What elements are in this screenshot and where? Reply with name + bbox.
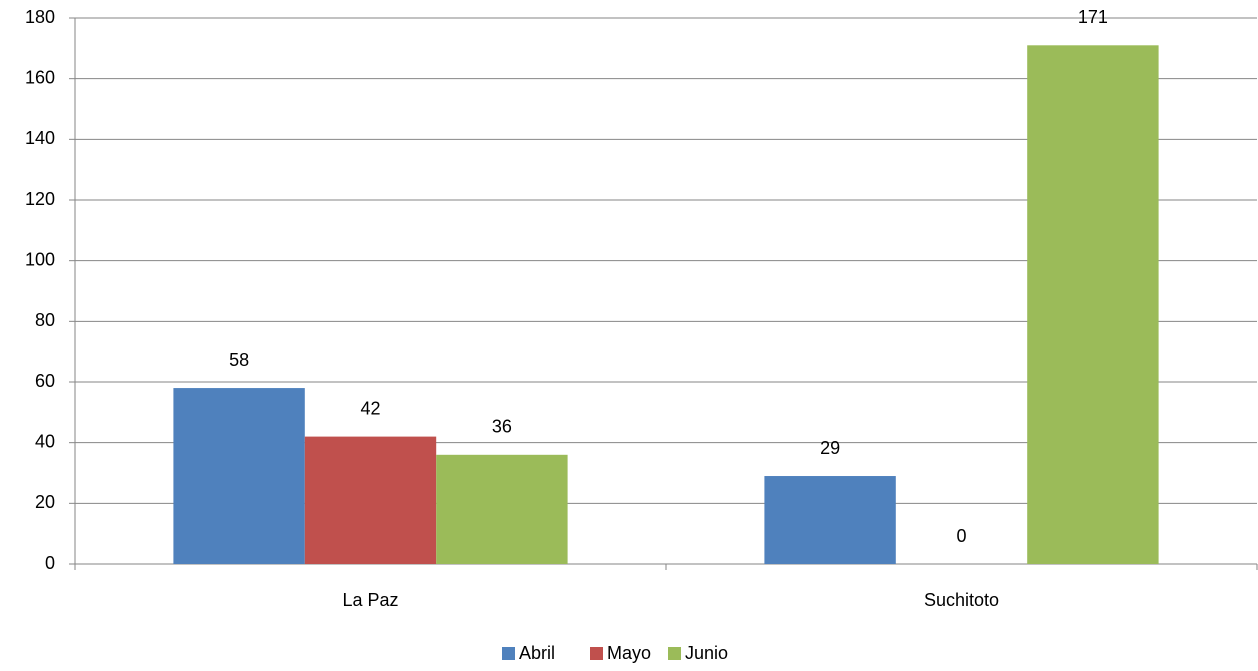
y-tick-label: 0 bbox=[45, 553, 55, 573]
y-tick-label: 40 bbox=[35, 431, 55, 451]
bar bbox=[436, 454, 568, 564]
data-label: 58 bbox=[229, 350, 249, 370]
bar bbox=[173, 388, 305, 564]
x-tick-label: Suchitoto bbox=[924, 590, 999, 610]
bar bbox=[304, 436, 437, 564]
y-tick-label: 120 bbox=[25, 189, 55, 209]
legend-swatch bbox=[590, 647, 603, 660]
y-tick-label: 60 bbox=[35, 371, 55, 391]
y-tick-label: 140 bbox=[25, 128, 55, 148]
legend-label: Abril bbox=[519, 643, 555, 663]
legend-label: Mayo bbox=[607, 643, 651, 663]
legend-label: Junio bbox=[685, 643, 728, 663]
data-label: 171 bbox=[1078, 7, 1108, 27]
y-tick-label: 100 bbox=[25, 249, 55, 269]
data-label: 0 bbox=[956, 526, 966, 546]
data-label: 36 bbox=[492, 417, 512, 437]
y-tick-label: 160 bbox=[25, 67, 55, 87]
bar bbox=[764, 476, 896, 564]
legend-swatch bbox=[502, 647, 515, 660]
data-label: 29 bbox=[820, 438, 840, 458]
x-tick-label: La Paz bbox=[342, 590, 398, 610]
data-label: 42 bbox=[360, 398, 380, 418]
bar bbox=[1027, 45, 1159, 565]
y-tick-label: 180 bbox=[25, 7, 55, 27]
y-tick-label: 20 bbox=[35, 492, 55, 512]
y-tick-label: 80 bbox=[35, 310, 55, 330]
legend-swatch bbox=[668, 647, 681, 660]
